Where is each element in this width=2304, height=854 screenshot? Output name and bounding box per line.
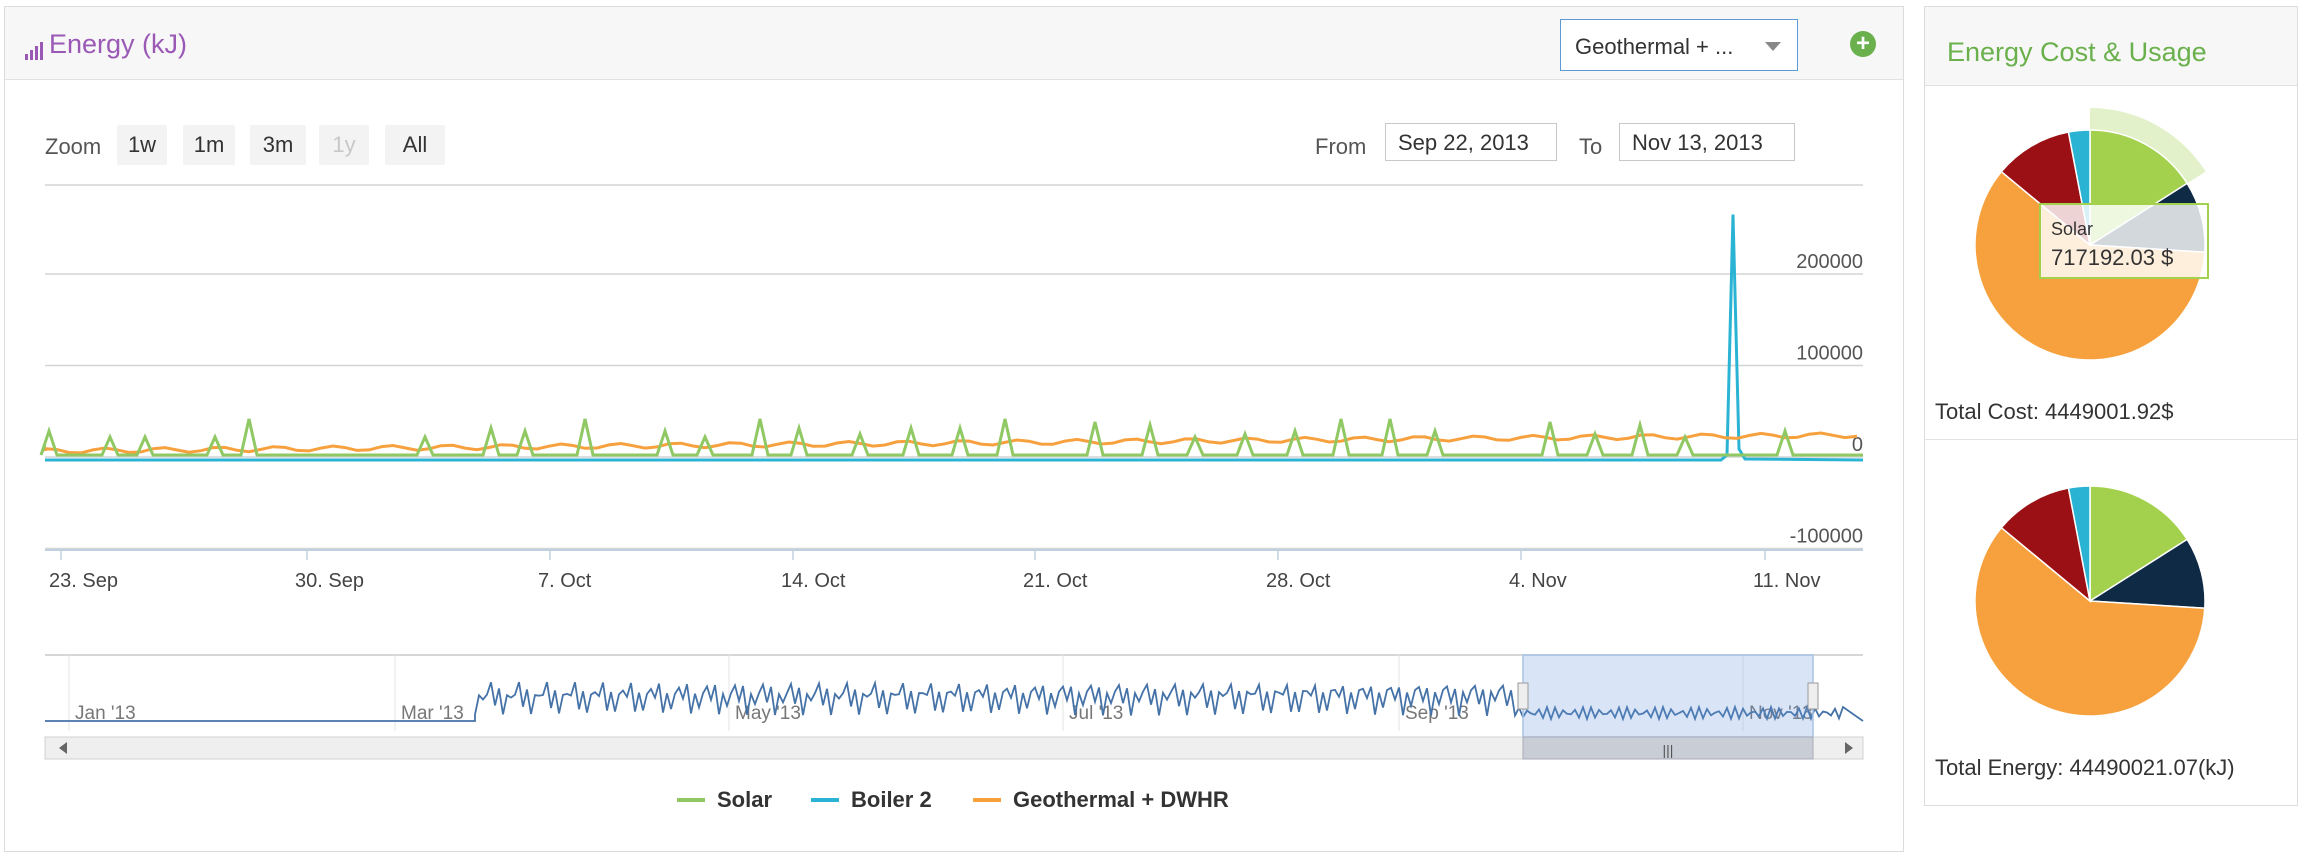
right-panel-title: Energy Cost & Usage bbox=[1947, 37, 2207, 67]
signal-bars-icon bbox=[25, 38, 43, 60]
navigator-label: Jul '13 bbox=[1069, 703, 1123, 724]
pie-slice-solar[interactable] bbox=[2089, 485, 2189, 603]
scrollbar-track bbox=[44, 736, 1864, 760]
legend-item-boiler-2[interactable]: Boiler 2 bbox=[811, 787, 932, 813]
total-cost: Total Cost: 4449001.92$ bbox=[1935, 399, 2174, 424]
navigator-handle[interactable] bbox=[1517, 682, 1529, 710]
legend-item-geothermal[interactable]: Geothermal + DWHR bbox=[973, 787, 1229, 813]
zoom-all-button[interactable]: All bbox=[385, 125, 445, 165]
x-tick-label: 28. Oct bbox=[1266, 570, 1331, 592]
scroll-left-arrow-icon[interactable] bbox=[59, 742, 67, 754]
pie-slice-red[interactable] bbox=[2000, 487, 2092, 603]
x-tick-label: 21. Oct bbox=[1023, 570, 1088, 592]
y-tick-label: 0 bbox=[1852, 434, 1863, 456]
series-line-solar bbox=[39, 418, 1863, 457]
y-tick-label: -100000 bbox=[1790, 526, 1863, 548]
panel-title-text: Energy (kJ) bbox=[49, 29, 188, 59]
legend-label: Boiler 2 bbox=[851, 787, 932, 812]
pie-tooltip: Solar 717192.03 $ bbox=[2039, 203, 2209, 279]
to-label: To bbox=[1579, 134, 1603, 159]
x-tick-label: 14. Oct bbox=[781, 570, 846, 592]
legend-swatch bbox=[677, 798, 705, 802]
legend-swatch bbox=[811, 798, 839, 802]
scrollbar-thumb[interactable] bbox=[1522, 736, 1814, 760]
from-date-input[interactable]: Sep 22, 2013 bbox=[1385, 123, 1557, 161]
cost-usage-panel: Energy Cost & Usage Solar 717192.03 $ To… bbox=[1924, 6, 2298, 806]
x-tick-label: 4. Nov bbox=[1509, 570, 1567, 592]
series-selector-value: Geothermal + ... bbox=[1575, 34, 1734, 59]
total-energy: Total Energy: 44490021.07(kJ) bbox=[1935, 755, 2235, 780]
legend-label: Solar bbox=[717, 787, 773, 812]
energy-chart-panel: Energy (kJ) Geothermal + ... + Zoom 1w 1… bbox=[4, 6, 1904, 852]
x-tick-label: 30. Sep bbox=[295, 570, 364, 592]
y-tick-label: 200000 bbox=[1796, 251, 1863, 273]
pie-slice-boiler[interactable] bbox=[2067, 485, 2091, 602]
navigator-label: Sep '13 bbox=[1405, 703, 1469, 724]
navigator-handle[interactable] bbox=[1807, 682, 1819, 710]
energy-pie-chart bbox=[1974, 485, 2206, 717]
chevron-down-icon bbox=[1765, 42, 1781, 51]
divider bbox=[1925, 439, 2297, 440]
scroll-right-arrow-icon[interactable] bbox=[1845, 742, 1853, 754]
panel-title: Energy (kJ) bbox=[25, 29, 187, 60]
tooltip-title: Solar bbox=[2051, 219, 2094, 239]
panel-header: Energy (kJ) Geothermal + ... + bbox=[5, 7, 1903, 80]
x-tick-label: 23. Sep bbox=[49, 570, 118, 592]
legend-swatch bbox=[973, 798, 1001, 802]
navigator-label: May '13 bbox=[735, 703, 801, 724]
zoom-1w-button[interactable]: 1w bbox=[117, 125, 167, 165]
plus-circle-icon[interactable]: + bbox=[1850, 31, 1876, 57]
scrollbar-grip-icon: ||| bbox=[1663, 742, 1674, 758]
series-line-geothermal bbox=[43, 431, 1858, 455]
zoom-3m-button[interactable]: 3m bbox=[250, 125, 306, 165]
navigator-series bbox=[45, 679, 1864, 722]
tooltip-value: 717192.03 $ bbox=[2051, 245, 2174, 270]
legend-item-solar[interactable]: Solar bbox=[677, 787, 772, 813]
energy-line-chart: 200000 100000 0 -100000 23. Sep 30. Sep 7. Oct… bbox=[39, 184, 1864, 760]
x-tick-label: 11. Nov bbox=[1753, 570, 1820, 592]
series-selector[interactable]: Geothermal + ... bbox=[1560, 19, 1798, 71]
pie-slice-geothermal[interactable] bbox=[1974, 526, 2206, 717]
to-date-input[interactable]: Nov 13, 2013 bbox=[1619, 123, 1795, 161]
from-label: From bbox=[1315, 134, 1367, 159]
legend-label: Geothermal + DWHR bbox=[1013, 787, 1229, 812]
navigator-selection[interactable] bbox=[1522, 654, 1814, 738]
series-line-boiler-2 bbox=[45, 214, 1864, 462]
zoom-label: Zoom bbox=[45, 134, 102, 159]
navigator-label: Jan '13 bbox=[75, 703, 136, 724]
navigator-label: Mar '13 bbox=[401, 703, 464, 724]
right-panel-header bbox=[1925, 7, 2297, 86]
x-tick-label: 7. Oct bbox=[538, 570, 592, 592]
y-tick-label: 100000 bbox=[1796, 343, 1863, 365]
zoom-1m-button[interactable]: 1m bbox=[183, 125, 235, 165]
pie-slice-navy[interactable] bbox=[2087, 538, 2206, 610]
zoom-1y-button[interactable]: 1y bbox=[319, 125, 369, 165]
